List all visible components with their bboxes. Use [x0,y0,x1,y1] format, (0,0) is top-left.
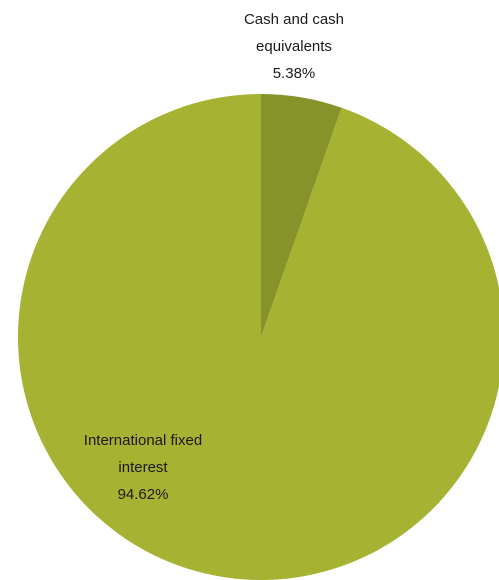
slice-label-cash-line-2: equivalents [256,38,332,55]
pie-slice-international-fixed-interest [18,94,499,580]
slice-label-intl-line-2: interest [118,459,168,476]
slice-value-cash: 5.38% [273,65,316,82]
pie-slices [18,94,499,580]
slice-label-cash-line-1: Cash and cash [244,11,344,28]
pie-labels: Cash and cash equivalents 5.38% Internat… [84,11,344,503]
slice-label-intl-line-1: International fixed [84,432,202,449]
pie-slice-cash [261,94,342,337]
slice-value-intl: 94.62% [118,486,169,503]
